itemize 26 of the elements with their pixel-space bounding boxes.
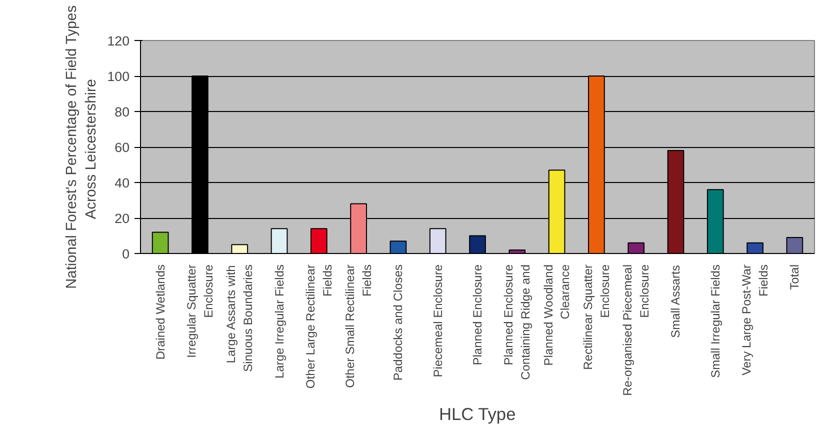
y-axis-title: National Forest's Percentage of Field Types Across Leicestershire	[64, 5, 100, 289]
y-tick-label: 80	[114, 104, 130, 120]
x-tick-label: Large Irregular Fields	[272, 264, 286, 379]
x-tick-label: Piecemeal Enclosure	[430, 264, 445, 378]
x-tick-label: Very Large Post-War Fields	[740, 264, 770, 376]
x-tick-label: Planned Woodland Clearance	[541, 264, 572, 366]
x-tick-label: Other Small Rectilinear Fields	[343, 264, 374, 388]
x-tick-label: Small Irregular Fields	[708, 264, 722, 378]
y-tick-label: 20	[114, 211, 130, 226]
x-tick-label: Other Large Rectilinear Fields	[304, 264, 334, 389]
x-tick-label: Paddocks and Closes	[391, 264, 406, 381]
x-tick-label: Re-organised Piecemeal Enclosure	[620, 264, 652, 396]
x-tick-label: Irregular Squatter Enclosure	[184, 264, 216, 358]
x-tick-label: Drained Wetlands	[153, 264, 168, 360]
x-tick-label: Total	[788, 264, 802, 290]
x-axis-title: HLC Type	[438, 404, 516, 424]
y-tick-label: 120	[107, 34, 130, 48]
x-tick-label: Small Assarts	[668, 265, 683, 338]
y-tick-label: 100	[107, 69, 130, 84]
y-tick-label: 40	[114, 176, 130, 190]
x-tick-label: Planned Enclosure	[470, 264, 484, 366]
y-tick-label: 0	[122, 246, 130, 262]
y-tick-label: 60	[114, 140, 130, 155]
x-tick-label: Large Assarts with Sinuous Boundaries	[224, 264, 256, 372]
x-tick-label: Planned Enclosure Containing Ridge and	[502, 264, 533, 380]
x-tick-label: Rectilinear Squatter Enclosure	[581, 264, 612, 370]
